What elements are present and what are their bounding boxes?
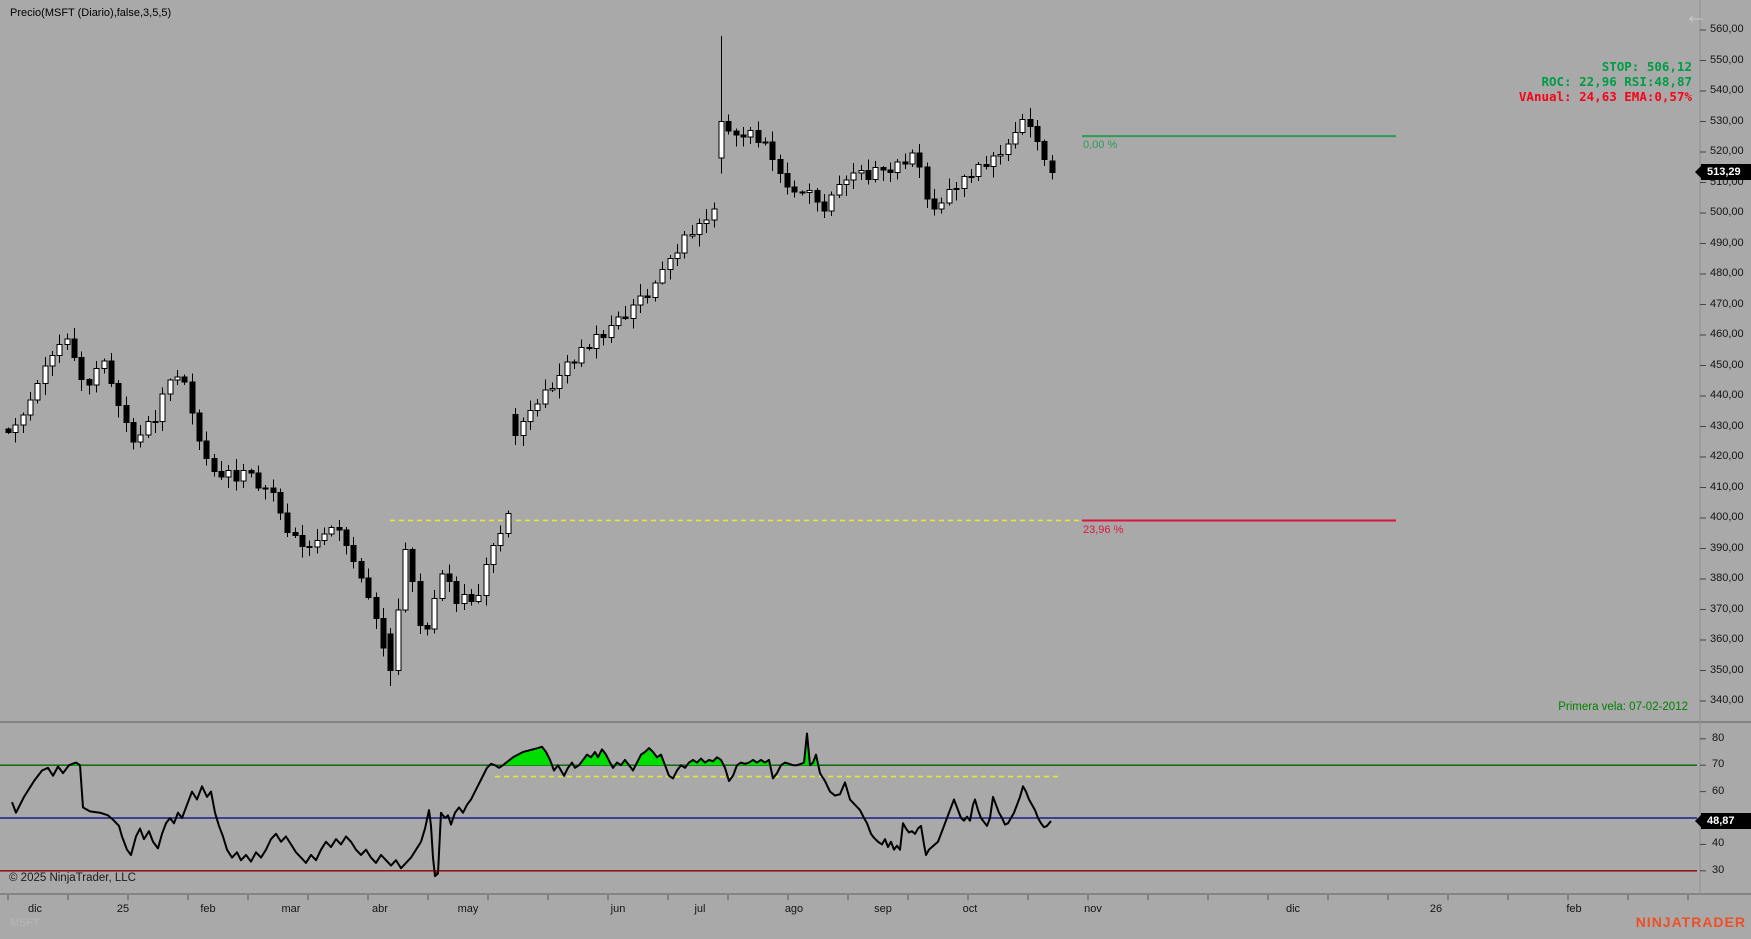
rsi-tick-label: 40	[1712, 837, 1725, 850]
price-tick-label: 440,00	[1710, 389, 1744, 401]
time-tick-label: dic	[1285, 903, 1301, 915]
time-tick-label: feb	[200, 903, 216, 915]
price-tick-label: 410,00	[1710, 480, 1744, 493]
time-tick-label: oct	[962, 903, 978, 915]
time-tick-label: abr	[372, 903, 388, 915]
price-tick-label: 420,00	[1710, 450, 1744, 462]
first-candle-note: Primera vela: 07-02-2012	[1558, 701, 1688, 713]
time-tick-label: dic	[27, 903, 43, 915]
price-tick-label: 500,00	[1710, 206, 1744, 218]
price-tick-label: 350,00	[1710, 663, 1744, 676]
price-tick-label: 430,00	[1710, 419, 1744, 432]
price-tick-label: 470,00	[1710, 297, 1744, 310]
time-tick-label: ago	[784, 903, 804, 915]
stop-readout: STOP: 506,12	[1601, 59, 1692, 74]
price-tick-label: 460,00	[1710, 328, 1744, 340]
roc-rsi-readout: ROC: 22,96 RSI:48,87	[1541, 74, 1692, 89]
price-tick-label: 480,00	[1710, 267, 1744, 279]
price-tick-label: 360,00	[1710, 633, 1744, 645]
time-tick-label: jul	[694, 903, 706, 915]
fib-zero-label: 0,00 %	[1083, 139, 1118, 151]
price-tick-label: 540,00	[1710, 84, 1744, 96]
price-tick-label: 340,00	[1710, 694, 1744, 706]
price-tick-label: 520,00	[1710, 145, 1744, 157]
time-tick-label: mar	[281, 903, 301, 915]
time-tick-label: jun	[610, 903, 626, 915]
time-tick-label: 25	[116, 903, 130, 915]
fib-2396-label: 23,96 %	[1083, 524, 1124, 536]
time-tick-label: may	[457, 903, 479, 915]
price-tick-label: 450,00	[1710, 358, 1744, 371]
rsi-value-badge: 48,87	[1695, 812, 1751, 829]
price-tick-label: 380,00	[1710, 572, 1744, 584]
rsi-tick-label: 30	[1712, 863, 1725, 876]
rsi-tick-label: 80	[1712, 731, 1725, 744]
time-tick-label: sep	[874, 903, 892, 915]
symbol-watermark: MSFT	[10, 917, 40, 929]
time-tick-label: feb	[1566, 903, 1582, 915]
time-tick-label: 26	[1429, 903, 1443, 915]
copyright-text: © 2025 NinjaTrader, LLC	[9, 872, 136, 884]
price-tick-label: 390,00	[1710, 541, 1744, 554]
back-arrow-icon[interactable]: ←	[1684, 2, 1708, 29]
indicator-title: Precio(MSFT (Diario),false,3,5,5)	[10, 7, 172, 19]
price-tick-label: 490,00	[1710, 236, 1744, 249]
price-tick-label: 530,00	[1710, 114, 1744, 127]
time-tick-label: nov	[1084, 903, 1102, 915]
price-tick-label: 370,00	[1710, 602, 1744, 615]
vanual-ema-readout: VAnual: 24,63 EMA:0,57%	[1518, 89, 1692, 104]
rsi-tick-label: 70	[1712, 758, 1725, 771]
last-price-badge: 513,29	[1695, 164, 1751, 181]
price-tick-label: 400,00	[1710, 511, 1744, 523]
price-tick-label: 550,00	[1710, 53, 1744, 66]
ninjatrader-logo: NINJATRADER	[1635, 914, 1746, 930]
rsi-tick-label: 60	[1712, 784, 1725, 797]
price-tick-label: 560,00	[1710, 23, 1744, 35]
